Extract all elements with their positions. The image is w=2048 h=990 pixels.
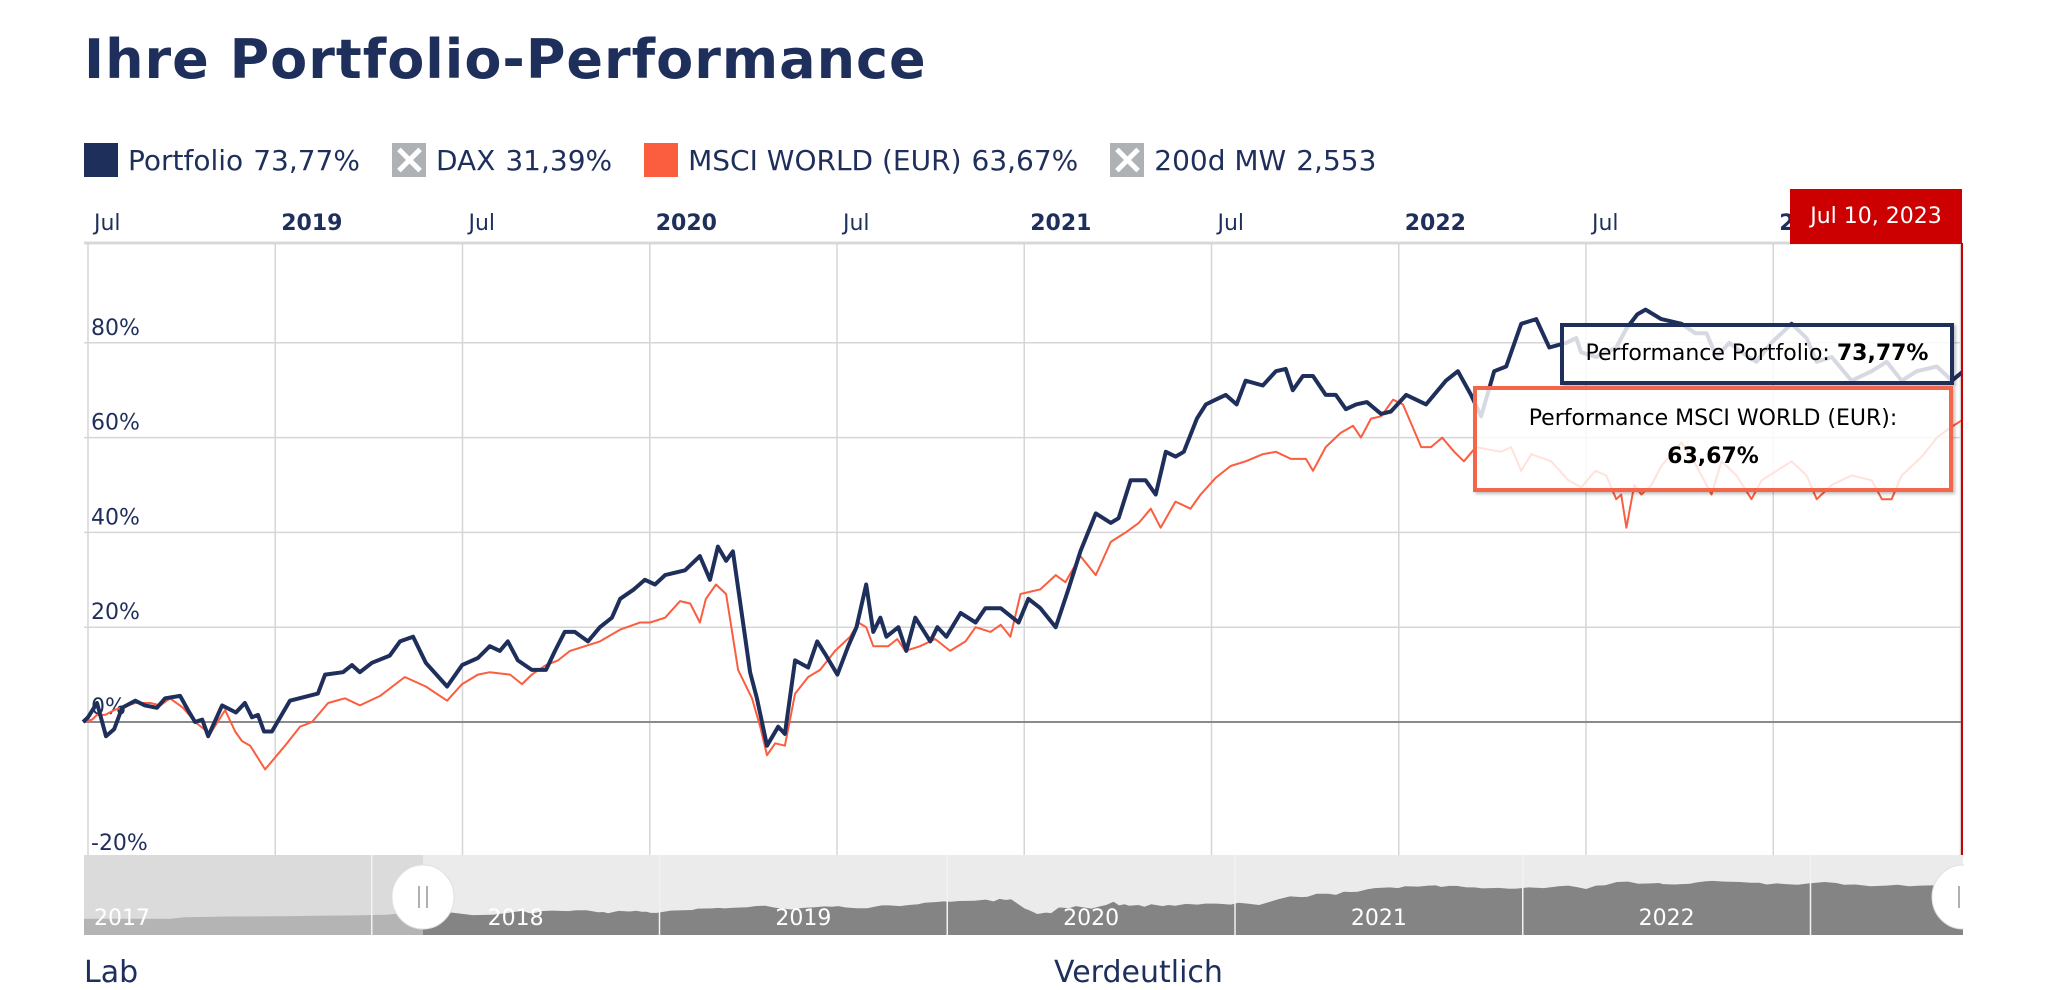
navigator-year-label: 2017 xyxy=(94,906,150,931)
grid-lines xyxy=(84,241,1962,855)
chart-legend: Portfolio 73,77% DAX 31,39% MSCI WORLD (… xyxy=(84,140,1408,180)
legend-item-portfolio[interactable]: Portfolio 73,77% xyxy=(84,143,360,177)
navigator-area xyxy=(84,880,1963,935)
legend-value: 31,39% xyxy=(505,143,613,177)
navigator-right-clip xyxy=(1964,840,2048,950)
x-tick-label: 2019 xyxy=(281,211,342,236)
legend-item-msci-world[interactable]: MSCI WORLD (EUR) 63,67% xyxy=(644,143,1078,177)
msci-world-line xyxy=(82,398,1963,771)
legend-value: 73,77% xyxy=(253,143,360,177)
x-tick-label: Jul xyxy=(1216,211,1245,236)
tooltip-portfolio: Performance Portfolio: 73,77% xyxy=(1560,323,1954,385)
x-tick-label: 2020 xyxy=(656,211,717,236)
y-tick-label: 60% xyxy=(91,411,140,436)
x-tick-label: Jul xyxy=(1590,211,1619,236)
crosshair-date-label: Jul 10, 2023 xyxy=(1790,189,1962,244)
range-navigator[interactable]: 2017 2018 2019 2020 2021 2022 xyxy=(84,840,2048,950)
page-title: Ihre Portfolio-Performance xyxy=(84,28,927,91)
legend-value: 63,67% xyxy=(971,143,1079,177)
tooltip-msci-value: 63,67% xyxy=(1667,444,1759,469)
legend-label: Portfolio xyxy=(128,143,244,177)
tooltip-msci-label: Performance MSCI WORLD (EUR): xyxy=(1528,406,1898,431)
x-axis: Jul2019Jul2020Jul2021Jul2022Jul2023 xyxy=(92,211,1840,236)
navigator-year-label: 2019 xyxy=(775,906,831,931)
disabled-x-icon xyxy=(1110,143,1145,177)
legend-item-200d-mw[interactable]: 200d MW 2,553 xyxy=(1110,143,1376,177)
navigator-year-label: 2018 xyxy=(488,906,544,931)
tooltip-portfolio-value: 73,77% xyxy=(1836,341,1929,366)
legend-label: MSCI WORLD (EUR) xyxy=(688,143,962,177)
y-tick-label: -20% xyxy=(91,831,148,856)
portfolio-swatch-icon xyxy=(84,143,118,177)
y-axis: 80%60%40%20%0%-20% xyxy=(91,316,148,856)
legend-label: 200d MW xyxy=(1154,143,1287,177)
legend-label: DAX xyxy=(435,143,496,177)
tooltip-portfolio-label: Performance Portfolio: xyxy=(1585,341,1830,366)
tooltip-msci: Performance MSCI WORLD (EUR): 63,67% xyxy=(1473,386,1953,492)
x-tick-label: Jul xyxy=(841,211,870,236)
navigator-year-label: 2022 xyxy=(1639,906,1695,931)
navigator-year-label: 2021 xyxy=(1351,906,1407,931)
handle-circle-icon[interactable] xyxy=(391,864,455,930)
legend-value: 2,553 xyxy=(1296,143,1377,177)
x-tick-label: Jul xyxy=(92,211,121,236)
y-tick-label: 80% xyxy=(91,316,140,341)
section-heading-right: Verdeutlich xyxy=(1054,955,1223,990)
y-tick-label: 20% xyxy=(91,600,140,625)
x-tick-label: Jul xyxy=(467,211,496,236)
navigator-left-handle[interactable] xyxy=(391,864,455,930)
navigator-unselected-mask xyxy=(84,855,423,935)
legend-item-dax[interactable]: DAX 31,39% xyxy=(391,143,613,177)
performance-chart[interactable]: Jul2019Jul2020Jul2021Jul2022Jul2023 80%6… xyxy=(0,0,2048,969)
y-tick-label: 40% xyxy=(91,505,140,530)
disabled-x-icon xyxy=(391,143,426,177)
section-heading-left: Lab xyxy=(84,955,139,990)
msci-swatch-icon xyxy=(644,143,679,177)
navigator-year-label: 2020 xyxy=(1063,906,1119,931)
x-tick-label: 2021 xyxy=(1030,211,1091,236)
x-tick-label: 2022 xyxy=(1405,211,1466,236)
